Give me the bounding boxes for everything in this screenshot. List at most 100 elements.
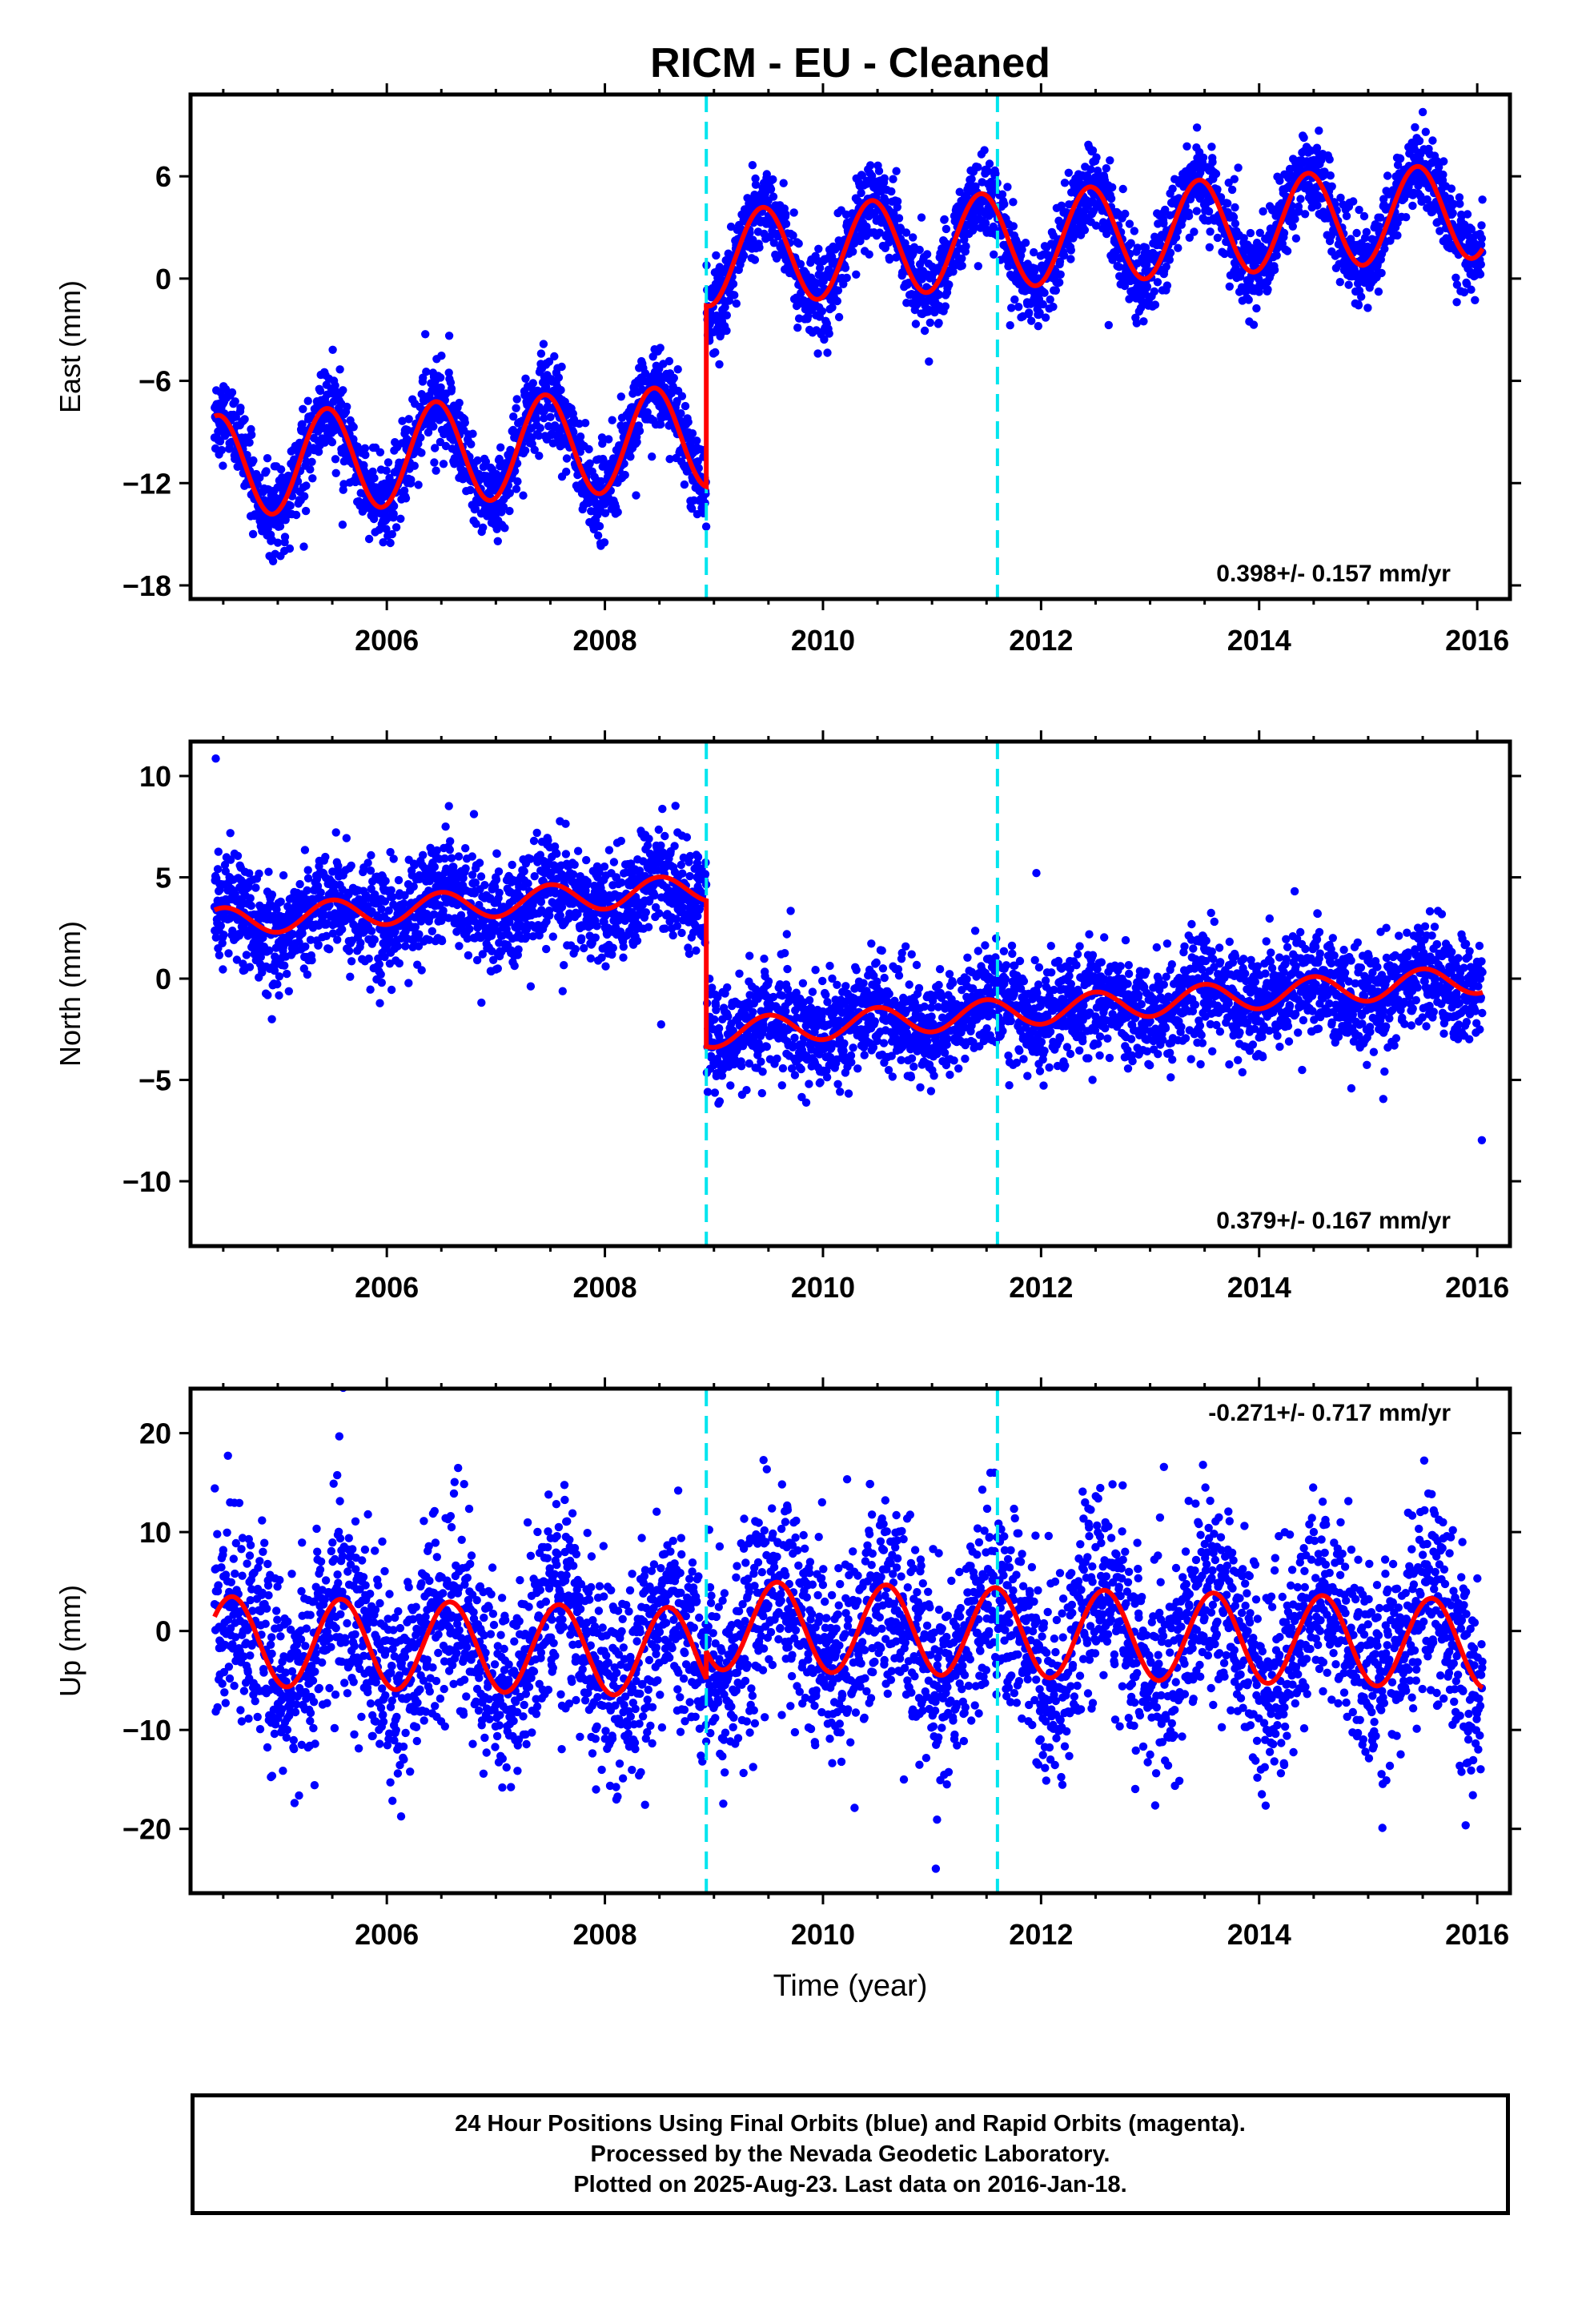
data-point xyxy=(1326,171,1335,180)
data-point xyxy=(550,352,559,361)
data-point xyxy=(383,458,393,467)
data-point xyxy=(249,456,258,465)
data-point xyxy=(1448,209,1457,218)
data-point xyxy=(729,279,738,288)
data-point xyxy=(635,426,644,436)
data-point xyxy=(389,854,398,863)
data-point xyxy=(677,409,685,418)
data-point xyxy=(926,318,935,328)
data-point xyxy=(762,170,771,179)
data-point xyxy=(839,279,848,288)
data-point xyxy=(750,191,759,199)
data-point xyxy=(364,534,374,544)
data-point xyxy=(1014,303,1023,312)
data-point xyxy=(1126,239,1135,247)
data-point xyxy=(407,475,416,485)
data-point xyxy=(370,935,379,944)
data-point xyxy=(380,479,389,488)
data-point xyxy=(925,357,934,366)
data-point xyxy=(773,231,783,241)
data-point xyxy=(748,161,757,170)
data-point xyxy=(813,349,822,358)
data-point xyxy=(1165,255,1174,264)
data-point xyxy=(1327,182,1336,191)
data-point xyxy=(909,233,917,242)
data-point xyxy=(461,864,470,873)
data-point xyxy=(344,947,354,955)
data-point xyxy=(303,866,312,875)
data-point xyxy=(539,340,548,348)
data-point xyxy=(998,190,1007,199)
data-point xyxy=(673,365,682,374)
data-point xyxy=(536,349,546,358)
data-point xyxy=(656,344,665,352)
data-point xyxy=(267,1015,276,1023)
data-point xyxy=(387,985,396,995)
data-point xyxy=(1098,218,1108,227)
data-point xyxy=(901,228,911,237)
data-point xyxy=(450,454,459,463)
data-point xyxy=(677,392,687,400)
data-point xyxy=(327,438,337,447)
data-point xyxy=(303,396,312,405)
data-point xyxy=(1102,164,1111,173)
data-point xyxy=(1035,308,1044,317)
data-point xyxy=(1395,154,1405,163)
data-point xyxy=(841,263,850,272)
data-point xyxy=(1408,201,1417,211)
data-point xyxy=(721,303,729,312)
data-point xyxy=(632,491,640,500)
data-point xyxy=(911,320,921,328)
data-point xyxy=(1051,286,1061,295)
data-point xyxy=(640,369,650,378)
data-point xyxy=(712,251,721,260)
data-point xyxy=(465,924,474,934)
data-point xyxy=(415,930,424,939)
data-point xyxy=(447,854,456,862)
data-point xyxy=(694,464,703,472)
data-point xyxy=(751,174,760,183)
data-point xyxy=(779,179,788,187)
data-point xyxy=(500,524,509,533)
data-point xyxy=(213,865,223,874)
data-point xyxy=(447,384,456,393)
data-point xyxy=(1246,228,1255,238)
data-point xyxy=(530,445,539,454)
data-point xyxy=(430,458,439,467)
data-point xyxy=(444,802,453,810)
data-point xyxy=(471,505,480,513)
data-point xyxy=(1225,282,1235,291)
data-point xyxy=(302,481,311,490)
data-point xyxy=(469,810,479,818)
data-point xyxy=(857,188,865,198)
data-point xyxy=(308,474,317,483)
data-point xyxy=(598,439,607,448)
data-point xyxy=(375,448,385,456)
data-point xyxy=(542,383,551,392)
data-point xyxy=(1056,270,1065,279)
data-point xyxy=(216,921,225,931)
data-point xyxy=(1288,222,1298,231)
data-point xyxy=(439,460,448,468)
data-point xyxy=(726,222,736,231)
data-point xyxy=(475,858,484,867)
data-point xyxy=(732,299,741,308)
data-point xyxy=(893,197,902,206)
data-point xyxy=(852,270,861,279)
data-point xyxy=(1362,227,1371,236)
data-point xyxy=(833,296,842,306)
data-point xyxy=(544,357,554,366)
data-point xyxy=(604,435,613,444)
data-point xyxy=(1418,107,1427,117)
data-point xyxy=(824,265,833,274)
data-point xyxy=(387,529,396,539)
data-point xyxy=(1359,211,1369,221)
data-point xyxy=(314,448,323,456)
data-point xyxy=(1477,221,1486,230)
data-point xyxy=(1291,234,1301,243)
data-point xyxy=(386,538,395,548)
data-point xyxy=(389,509,398,518)
data-point xyxy=(616,392,625,401)
data-point xyxy=(1182,142,1191,151)
data-point xyxy=(1299,133,1308,143)
